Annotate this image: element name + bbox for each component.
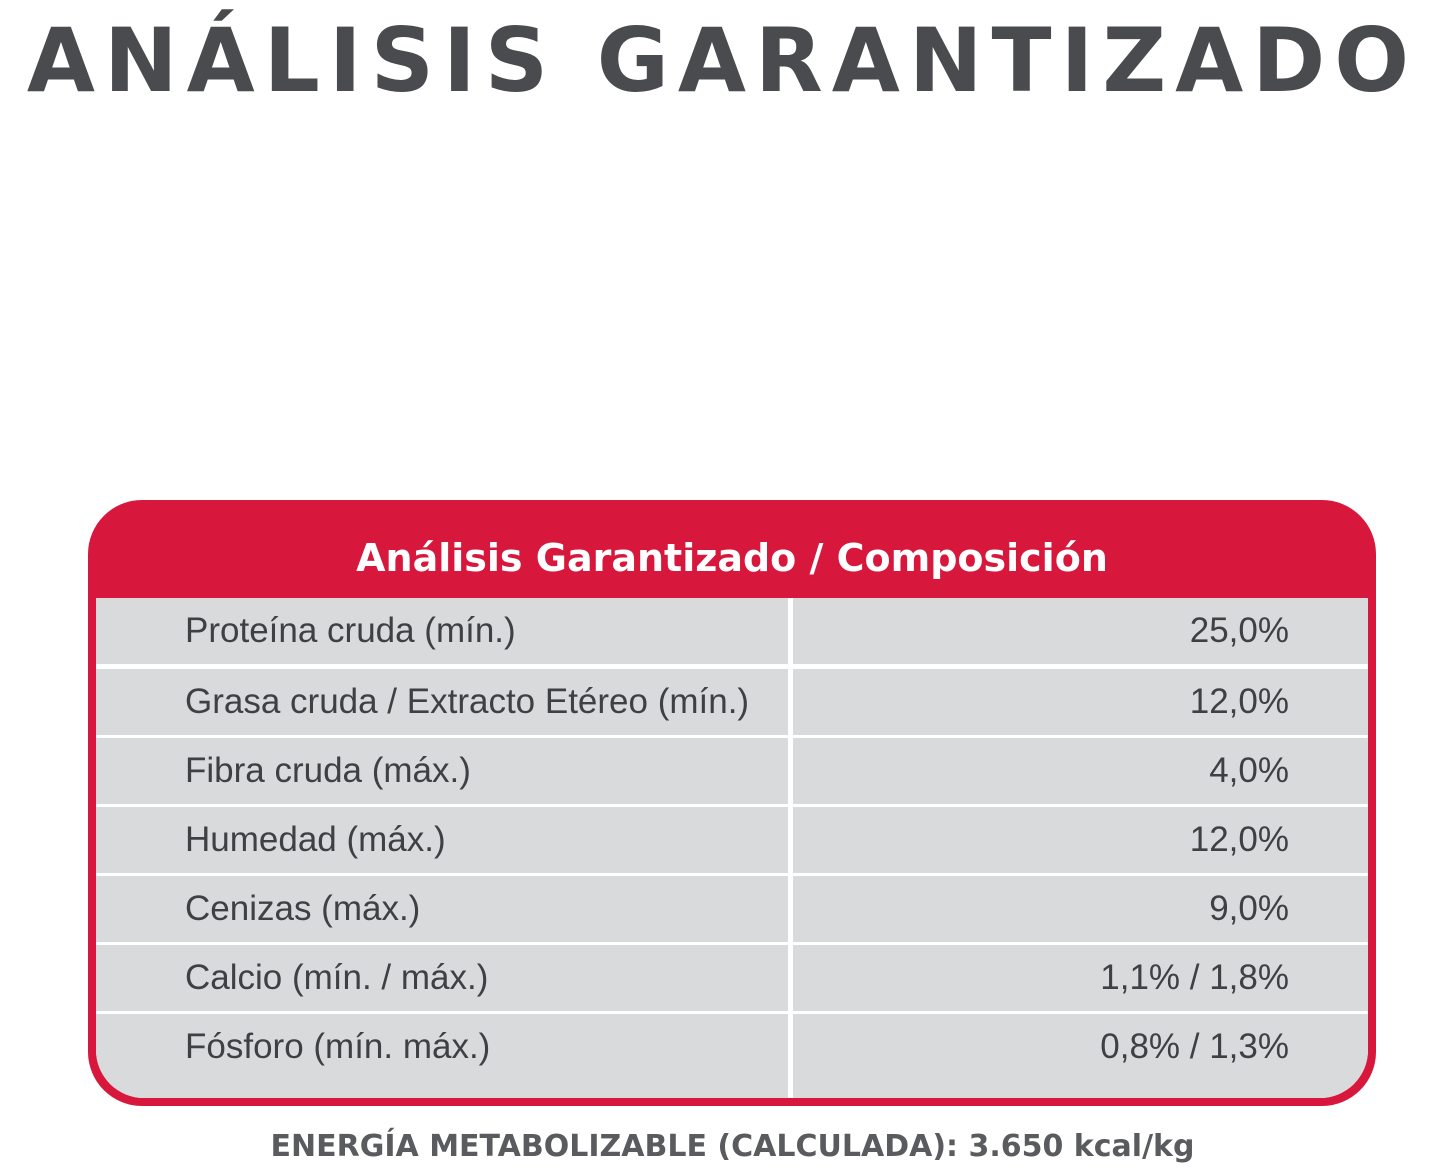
table-row: Fósforo (mín. máx.) 0,8% / 1,3% [96,1014,1368,1098]
analysis-table-card: Análisis Garantizado / Composición Prote… [88,500,1376,1106]
table-row: Fibra cruda (máx.) 4,0% [96,738,1368,804]
row-value: 4,0% [793,738,1368,804]
row-label: Calcio (mín. / máx.) [96,945,788,1011]
row-value: 12,0% [793,807,1368,873]
row-value: 1,1% / 1,8% [793,945,1368,1011]
analysis-table: Proteína cruda (mín.) 25,0% Grasa cruda … [96,598,1368,1098]
row-label: Proteína cruda (mín.) [96,598,788,664]
row-label: Grasa cruda / Extracto Etéreo (mín.) [96,669,788,735]
row-value: 9,0% [793,876,1368,942]
row-label: Fibra cruda (máx.) [96,738,788,804]
table-row: Calcio (mín. / máx.) 1,1% / 1,8% [96,945,1368,1011]
row-value: 12,0% [793,669,1368,735]
table-row: Grasa cruda / Extracto Etéreo (mín.) 12,… [96,669,1368,735]
row-label: Cenizas (máx.) [96,876,788,942]
table-row: Cenizas (máx.) 9,0% [96,876,1368,942]
table-row: Humedad (máx.) 12,0% [96,807,1368,873]
table-header: Análisis Garantizado / Composición [356,536,1108,580]
row-label: Fósforo (mín. máx.) [96,1014,788,1098]
page-title: ANÁLISIS GARANTIZADO [26,9,1419,112]
row-value: 25,0% [793,598,1368,664]
metabolizable-energy-note: ENERGÍA METABOLIZABLE (CALCULADA): 3.650… [270,1129,1195,1164]
row-label: Humedad (máx.) [96,807,788,873]
row-value: 0,8% / 1,3% [793,1014,1368,1098]
table-row: Proteína cruda (mín.) 25,0% [96,598,1368,664]
